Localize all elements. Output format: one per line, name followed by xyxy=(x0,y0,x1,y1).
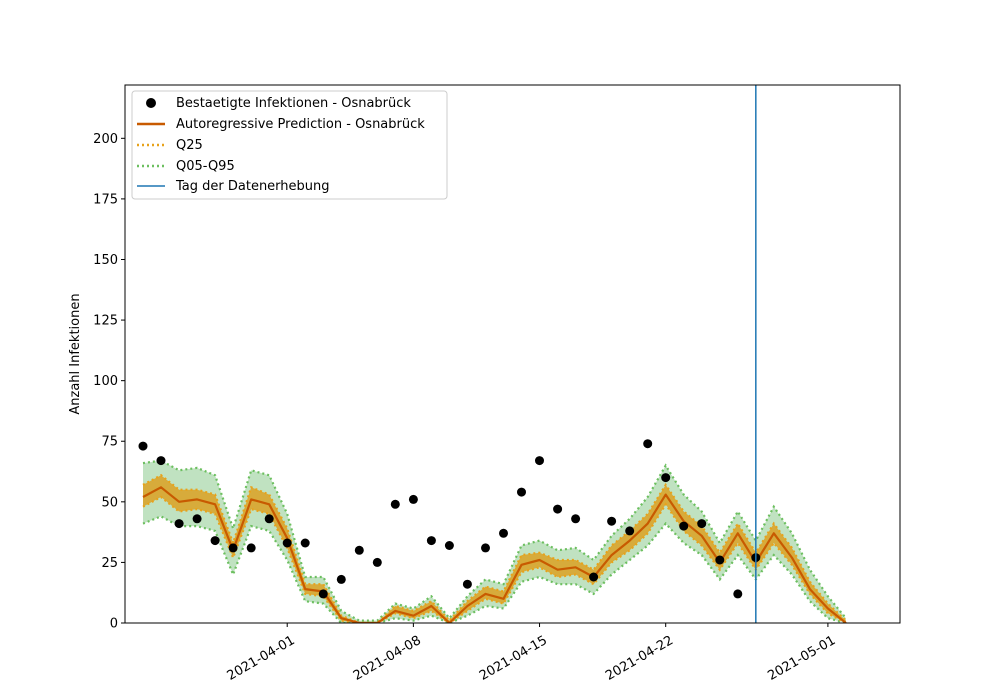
observed-point xyxy=(589,572,599,582)
q25-band xyxy=(143,475,846,623)
legend-label-observed: Bestaetigte Infektionen - Osnabrück xyxy=(176,96,411,111)
observed-point xyxy=(517,487,526,497)
observed-point xyxy=(426,536,436,546)
observed-point xyxy=(499,528,508,538)
observed-point xyxy=(733,589,743,599)
observed-point xyxy=(174,519,184,529)
observed-point xyxy=(336,574,346,584)
observed-point xyxy=(138,441,148,451)
y-tick-label: 50 xyxy=(101,495,118,510)
y-tick-label: 200 xyxy=(93,132,118,147)
observed-point xyxy=(300,538,310,548)
observed-point xyxy=(462,579,472,589)
observed-point xyxy=(264,514,274,524)
q25-upper-line xyxy=(142,473,847,623)
y-tick-label: 100 xyxy=(93,374,118,389)
observed-point xyxy=(390,499,400,509)
legend-label-q25: Q25 xyxy=(176,138,203,153)
y-tick-label: 125 xyxy=(93,314,118,329)
q05-boundary-line xyxy=(142,515,847,623)
q95-boundary-line xyxy=(142,459,847,622)
observed-point xyxy=(607,516,617,526)
observed-point xyxy=(192,514,202,524)
observed-point xyxy=(643,439,653,449)
prediction-line xyxy=(142,486,847,623)
observed-point xyxy=(481,543,490,553)
observed-point xyxy=(444,541,454,550)
observed-point xyxy=(210,536,220,546)
observed-point xyxy=(372,557,382,567)
observed-point xyxy=(553,504,563,514)
y-tick-label: 150 xyxy=(93,253,118,268)
legend-label-prediction: Autoregressive Prediction - Osnabrück xyxy=(176,117,425,132)
y-tick-label: 25 xyxy=(101,556,118,571)
observed-point xyxy=(625,526,635,536)
observed-point xyxy=(156,456,166,466)
legend-label-q05-q95: Q05-Q95 xyxy=(176,159,235,174)
observed-point xyxy=(535,456,544,466)
observed-point xyxy=(571,514,581,524)
y-tick-label: 75 xyxy=(101,435,118,450)
observed-point xyxy=(228,543,238,553)
observed-point xyxy=(246,543,256,553)
observed-point xyxy=(408,494,418,504)
observed-point xyxy=(318,589,328,599)
observed-point xyxy=(715,555,725,565)
observed-point xyxy=(679,521,689,531)
legend-label-vline: Tag der Datenerhebung xyxy=(175,179,330,194)
observed-point xyxy=(354,545,364,555)
observed-point xyxy=(661,473,671,483)
plot-frame xyxy=(124,84,901,624)
observed-point xyxy=(697,519,707,529)
plot-area xyxy=(138,85,847,623)
y-tick-label: 0 xyxy=(110,617,118,632)
legend: Bestaetigte Infektionen - Osnabrück Auto… xyxy=(131,90,448,200)
y-axis-label: Anzahl Infektionen xyxy=(68,293,83,414)
y-tick-label: 175 xyxy=(93,192,118,207)
observed-point xyxy=(282,538,292,548)
y-axis: 0 25 50 75 100 125 150 175 200 xyxy=(93,132,125,632)
legend-box xyxy=(131,90,448,200)
legend-marker-observed xyxy=(146,98,156,108)
